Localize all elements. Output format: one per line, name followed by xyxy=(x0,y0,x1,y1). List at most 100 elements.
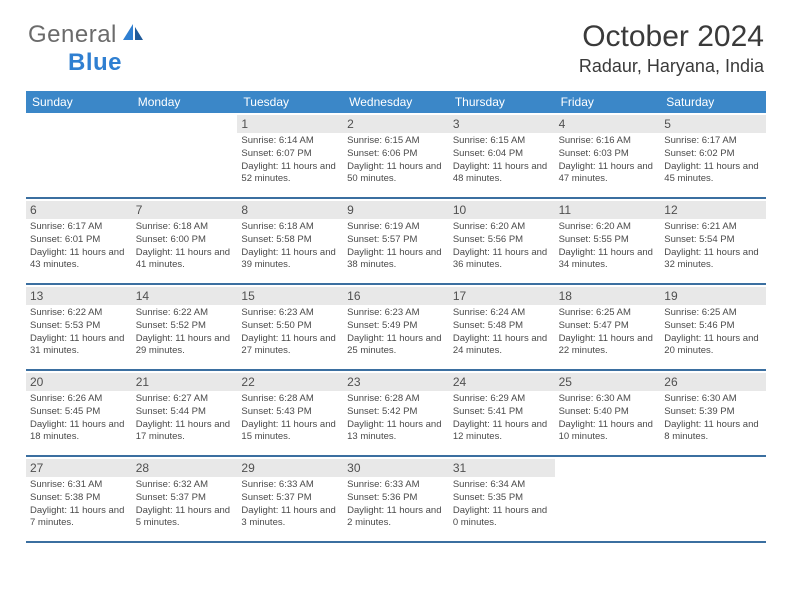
day-cell-15: 15 Sunrise: 6:23 AMSunset: 5:50 PMDayligh… xyxy=(237,285,343,369)
day-details: Sunrise: 6:21 AMSunset: 5:54 PMDaylight:… xyxy=(664,221,762,272)
day-details: Sunrise: 6:22 AMSunset: 5:52 PMDaylight:… xyxy=(136,307,234,358)
day-cell-20: 20 Sunrise: 6:26 AMSunset: 5:45 PMDayligh… xyxy=(26,371,132,455)
location-label: Radaur, Haryana, India xyxy=(579,56,764,77)
day-number: 29 xyxy=(237,459,343,477)
day-number: 10 xyxy=(449,201,555,219)
day-cell-1: 1Sunrise: 6:14 AMSunset: 6:07 PMDaylight… xyxy=(237,113,343,197)
day-cell-21: 21 Sunrise: 6:27 AMSunset: 5:44 PMDayligh… xyxy=(132,371,238,455)
day-cell-27: 27Sunrise: 6:31 AMSunset: 5:38 PMDayligh… xyxy=(26,457,132,541)
empty-day-cell xyxy=(132,113,238,197)
day-details: Sunrise: 6:28 AMSunset: 5:43 PMDaylight:… xyxy=(241,393,339,444)
day-details: Sunrise: 6:25 AMSunset: 5:47 PMDaylight:… xyxy=(559,307,657,358)
day-details: Sunrise: 6:25 AMSunset: 5:46 PMDaylight:… xyxy=(664,307,762,358)
day-number: 19 xyxy=(660,287,766,305)
day-details: Sunrise: 6:22 AMSunset: 5:53 PMDaylight:… xyxy=(30,307,128,358)
weekday-header-row: SundayMondayTuesdayWednesdayThursdayFrid… xyxy=(26,91,766,113)
weekday-header-monday: Monday xyxy=(132,91,238,113)
day-number: 20 xyxy=(26,373,132,391)
week-row: 13 Sunrise: 6:22 AMSunset: 5:53 PMDayligh… xyxy=(26,285,766,371)
day-cell-25: 25 Sunrise: 6:30 AMSunset: 5:40 PMDayligh… xyxy=(555,371,661,455)
weekday-header-tuesday: Tuesday xyxy=(237,91,343,113)
weekday-header-sunday: Sunday xyxy=(26,91,132,113)
day-number: 11 xyxy=(555,201,661,219)
day-number: 9 xyxy=(343,201,449,219)
day-details: Sunrise: 6:33 AMSunset: 5:37 PMDaylight:… xyxy=(241,479,339,530)
day-details: Sunrise: 6:20 AMSunset: 5:55 PMDaylight:… xyxy=(559,221,657,272)
day-cell-2: 2Sunrise: 6:15 AMSunset: 6:06 PMDaylight… xyxy=(343,113,449,197)
day-number: 22 xyxy=(237,373,343,391)
day-number: 21 xyxy=(132,373,238,391)
day-details: Sunrise: 6:30 AMSunset: 5:40 PMDaylight:… xyxy=(559,393,657,444)
empty-day-cell xyxy=(660,457,766,541)
day-details: Sunrise: 6:34 AMSunset: 5:35 PMDaylight:… xyxy=(453,479,551,530)
weekday-header-saturday: Saturday xyxy=(660,91,766,113)
day-details: Sunrise: 6:27 AMSunset: 5:44 PMDaylight:… xyxy=(136,393,234,444)
day-number: 23 xyxy=(343,373,449,391)
day-cell-29: 29 Sunrise: 6:33 AMSunset: 5:37 PMDayligh… xyxy=(237,457,343,541)
day-cell-10: 10 Sunrise: 6:20 AMSunset: 5:56 PMDayligh… xyxy=(449,199,555,283)
day-number: 7 xyxy=(132,201,238,219)
day-cell-4: 4Sunrise: 6:16 AMSunset: 6:03 PMDaylight… xyxy=(555,113,661,197)
weeks-container: 1Sunrise: 6:14 AMSunset: 6:07 PMDaylight… xyxy=(26,113,766,543)
day-number: 26 xyxy=(660,373,766,391)
day-cell-8: 8Sunrise: 6:18 AMSunset: 5:58 PMDaylight… xyxy=(237,199,343,283)
day-details: Sunrise: 6:26 AMSunset: 5:45 PMDaylight:… xyxy=(30,393,128,444)
logo-text-block: General Blue xyxy=(28,20,145,77)
day-details: Sunrise: 6:17 AMSunset: 6:02 PMDaylight:… xyxy=(664,135,762,186)
day-cell-5: 5 Sunrise: 6:17 AMSunset: 6:02 PMDaylight… xyxy=(660,113,766,197)
day-cell-12: 12Sunrise: 6:21 AMSunset: 5:54 PMDayligh… xyxy=(660,199,766,283)
day-cell-18: 18Sunrise: 6:25 AMSunset: 5:47 PMDayligh… xyxy=(555,285,661,369)
day-cell-6: 6Sunrise: 6:17 AMSunset: 6:01 PMDaylight… xyxy=(26,199,132,283)
day-number: 3 xyxy=(449,115,555,133)
day-number: 24 xyxy=(449,373,555,391)
day-number: 17 xyxy=(449,287,555,305)
weekday-header-wednesday: Wednesday xyxy=(343,91,449,113)
empty-day-cell xyxy=(26,113,132,197)
day-details: Sunrise: 6:32 AMSunset: 5:37 PMDaylight:… xyxy=(136,479,234,530)
day-cell-22: 22 Sunrise: 6:28 AMSunset: 5:43 PMDayligh… xyxy=(237,371,343,455)
day-details: Sunrise: 6:31 AMSunset: 5:38 PMDaylight:… xyxy=(30,479,128,530)
day-details: Sunrise: 6:30 AMSunset: 5:39 PMDaylight:… xyxy=(664,393,762,444)
logo-text-blue: Blue xyxy=(68,49,122,76)
day-cell-13: 13 Sunrise: 6:22 AMSunset: 5:53 PMDayligh… xyxy=(26,285,132,369)
day-cell-9: 9 Sunrise: 6:19 AMSunset: 5:57 PMDaylight… xyxy=(343,199,449,283)
header: General Blue October 2024 Radaur, Haryan… xyxy=(0,0,792,87)
day-number: 15 xyxy=(237,287,343,305)
day-cell-26: 26 Sunrise: 6:30 AMSunset: 5:39 PMDayligh… xyxy=(660,371,766,455)
calendar-grid: SundayMondayTuesdayWednesdayThursdayFrid… xyxy=(26,91,766,543)
week-row: 27Sunrise: 6:31 AMSunset: 5:38 PMDayligh… xyxy=(26,457,766,543)
day-details: Sunrise: 6:14 AMSunset: 6:07 PMDaylight:… xyxy=(241,135,339,186)
day-cell-30: 30Sunrise: 6:33 AMSunset: 5:36 PMDayligh… xyxy=(343,457,449,541)
day-details: Sunrise: 6:29 AMSunset: 5:41 PMDaylight:… xyxy=(453,393,551,444)
day-details: Sunrise: 6:20 AMSunset: 5:56 PMDaylight:… xyxy=(453,221,551,272)
title-block: October 2024 Radaur, Haryana, India xyxy=(579,20,764,77)
day-cell-17: 17 Sunrise: 6:24 AMSunset: 5:48 PMDayligh… xyxy=(449,285,555,369)
day-number: 25 xyxy=(555,373,661,391)
day-cell-11: 11 Sunrise: 6:20 AMSunset: 5:55 PMDayligh… xyxy=(555,199,661,283)
logo-text-gray: General xyxy=(28,21,117,48)
day-details: Sunrise: 6:15 AMSunset: 6:04 PMDaylight:… xyxy=(453,135,551,186)
week-row: 1Sunrise: 6:14 AMSunset: 6:07 PMDaylight… xyxy=(26,113,766,199)
day-cell-19: 19 Sunrise: 6:25 AMSunset: 5:46 PMDayligh… xyxy=(660,285,766,369)
day-cell-24: 24 Sunrise: 6:29 AMSunset: 5:41 PMDayligh… xyxy=(449,371,555,455)
day-number: 14 xyxy=(132,287,238,305)
day-details: Sunrise: 6:28 AMSunset: 5:42 PMDaylight:… xyxy=(347,393,445,444)
day-details: Sunrise: 6:15 AMSunset: 6:06 PMDaylight:… xyxy=(347,135,445,186)
week-row: 6Sunrise: 6:17 AMSunset: 6:01 PMDaylight… xyxy=(26,199,766,285)
day-details: Sunrise: 6:19 AMSunset: 5:57 PMDaylight:… xyxy=(347,221,445,272)
day-number: 28 xyxy=(132,459,238,477)
week-row: 20 Sunrise: 6:26 AMSunset: 5:45 PMDayligh… xyxy=(26,371,766,457)
day-details: Sunrise: 6:23 AMSunset: 5:50 PMDaylight:… xyxy=(241,307,339,358)
day-details: Sunrise: 6:23 AMSunset: 5:49 PMDaylight:… xyxy=(347,307,445,358)
day-number: 16 xyxy=(343,287,449,305)
day-number: 4 xyxy=(555,115,661,133)
day-number: 30 xyxy=(343,459,449,477)
day-cell-3: 3 Sunrise: 6:15 AMSunset: 6:04 PMDaylight… xyxy=(449,113,555,197)
day-number: 31 xyxy=(449,459,555,477)
day-cell-7: 7Sunrise: 6:18 AMSunset: 6:00 PMDaylight… xyxy=(132,199,238,283)
day-number: 5 xyxy=(660,115,766,133)
day-cell-23: 23 Sunrise: 6:28 AMSunset: 5:42 PMDayligh… xyxy=(343,371,449,455)
day-cell-31: 31 Sunrise: 6:34 AMSunset: 5:35 PMDayligh… xyxy=(449,457,555,541)
day-details: Sunrise: 6:24 AMSunset: 5:48 PMDaylight:… xyxy=(453,307,551,358)
day-number: 13 xyxy=(26,287,132,305)
